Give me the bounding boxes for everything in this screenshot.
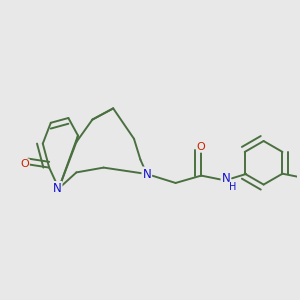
Text: N: N (142, 167, 151, 181)
Text: O: O (20, 159, 29, 170)
Text: H: H (229, 182, 236, 192)
Text: N: N (53, 182, 62, 195)
Text: O: O (197, 142, 206, 152)
Text: N: N (221, 172, 230, 185)
